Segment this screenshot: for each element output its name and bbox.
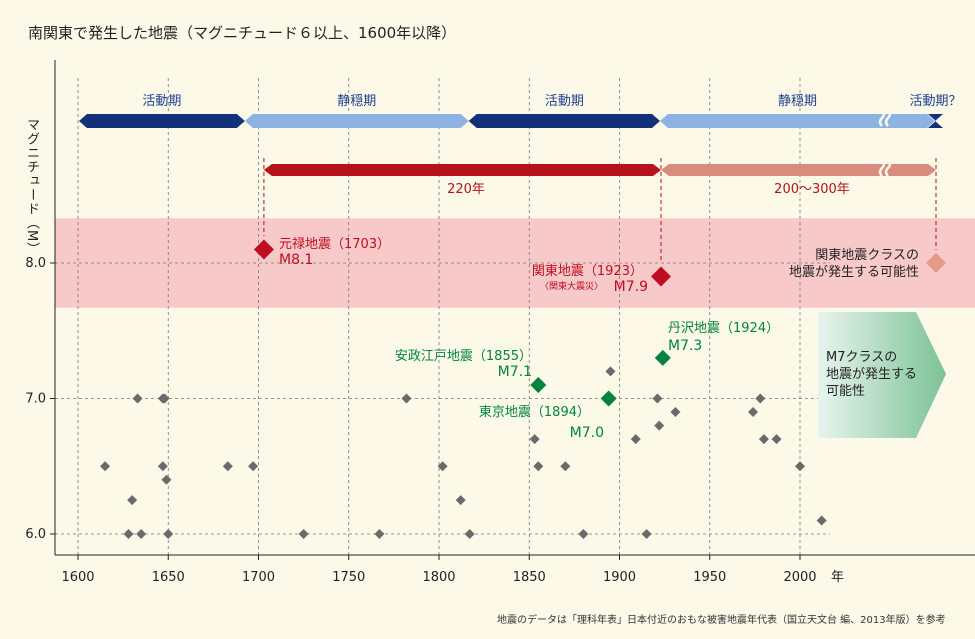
minor-quake-point	[401, 393, 412, 404]
major-quake-point	[654, 349, 671, 366]
period-arrow	[79, 114, 245, 128]
minor-quake-point	[132, 393, 143, 404]
minor-quake-point	[298, 529, 309, 539]
minor-quake-point	[123, 529, 134, 539]
major-quake-point	[253, 239, 274, 260]
minor-quake-point	[652, 393, 663, 404]
major-quake-point	[651, 266, 672, 287]
x-tick-label: 1650	[152, 570, 185, 585]
future-m7-arrow	[818, 312, 946, 438]
minor-quake-point	[529, 434, 540, 445]
future-m8-label: 地震が発生する可能性	[789, 265, 919, 280]
minor-quake-point	[161, 474, 172, 485]
major-quake-name: 東京地震（1894）	[479, 404, 590, 420]
minor-quake-point	[758, 434, 769, 445]
y-tick-label: 6.0	[25, 527, 46, 542]
minor-quake-point	[222, 461, 233, 472]
major-quake-name: 丹沢地震（1924）	[668, 321, 779, 336]
minor-quake-point	[437, 461, 448, 472]
interval-label: 200〜300年	[774, 182, 850, 197]
minor-quake-point	[560, 461, 571, 472]
period-label: 静穏期	[337, 94, 376, 109]
interval-label: 220年	[447, 182, 485, 197]
minor-quake-point	[127, 495, 138, 506]
x-tick-label: 1600	[61, 570, 94, 585]
minor-quake-point	[748, 407, 759, 418]
period-label: 活動期	[142, 94, 181, 109]
future-m8-label: 関東地震クラスの	[815, 247, 919, 263]
minor-quake-point	[533, 461, 544, 472]
x-axis-label: 年	[831, 570, 844, 585]
x-tick-label: 2000	[783, 570, 816, 585]
x-tick-label: 1750	[332, 570, 365, 585]
minor-quake-point	[578, 529, 589, 539]
major-quake-magnitude: M7.0	[570, 425, 604, 441]
x-tick-label: 1800	[422, 570, 455, 585]
minor-quake-point	[654, 420, 665, 431]
minor-quake-point	[100, 461, 111, 472]
axis-break-mark	[878, 109, 892, 127]
major-quake-point	[600, 390, 617, 407]
period-label: 活動期？	[909, 94, 961, 109]
chart-title: 南関東で発生した地震（マグニチュード６以上、1600年以降）	[28, 24, 457, 42]
interval-arrow	[661, 164, 936, 176]
x-tick-label: 1850	[513, 570, 546, 585]
source-note: 地震のデータは「理科年表」日本付近のおもな被害地震年代表（国立天文台 編、201…	[497, 615, 946, 626]
major-quake-magnitude: M8.1	[279, 252, 313, 268]
minor-quake-point	[157, 461, 168, 472]
future-m8-marker	[926, 253, 946, 273]
period-arrow	[468, 114, 661, 128]
y-tick-label: 8.0	[25, 256, 46, 271]
major-quake-magnitude: M7.3	[668, 338, 702, 354]
period-label: 静穏期	[778, 94, 817, 109]
major-quake-name: 元禄地震（1703）	[279, 237, 390, 252]
x-tick-label: 1950	[693, 570, 726, 585]
major-quake-magnitude: M7.9	[614, 279, 648, 295]
minor-quake-point	[630, 434, 641, 445]
minor-quake-point	[374, 529, 385, 539]
period-arrow	[660, 114, 935, 128]
future-m7-label: M7クラスの	[826, 350, 897, 365]
minor-quake-point	[248, 461, 259, 472]
minor-quake-point	[816, 515, 827, 526]
minor-quake-point	[670, 407, 681, 418]
minor-quake-point	[605, 366, 616, 377]
future-m7-label: 地震が発生する	[826, 367, 917, 382]
major-quake-name: 関東地震（1923）	[532, 263, 643, 279]
minor-quake-point	[641, 529, 652, 539]
period-arrow	[928, 114, 943, 128]
period-arrow	[244, 114, 469, 128]
minor-quake-point	[163, 529, 174, 539]
x-tick-label: 1900	[603, 570, 636, 585]
minor-quake-point	[771, 434, 782, 445]
minor-quake-point	[755, 393, 766, 404]
minor-quake-point	[464, 529, 475, 539]
future-m7-label: 可能性	[826, 384, 865, 399]
major-quake-magnitude: M7.1	[498, 364, 532, 380]
minor-quake-point	[159, 393, 170, 404]
major-quake-subtitle: 〈関東大震災〉	[540, 280, 603, 292]
interval-break-mark	[878, 159, 892, 177]
interval-arrow	[263, 164, 662, 176]
minor-quake-point	[455, 495, 466, 506]
y-axis-label: マグニチュード（M）	[24, 118, 39, 257]
m8-band	[55, 218, 975, 308]
minor-quake-point	[795, 461, 805, 472]
major-quake-name: 安政江戸地震（1855）	[395, 349, 532, 364]
period-label: 活動期	[545, 94, 584, 109]
major-quake-point	[530, 376, 547, 393]
x-tick-label: 1700	[242, 570, 275, 585]
minor-quake-point	[136, 529, 147, 539]
y-tick-label: 7.0	[25, 392, 46, 407]
